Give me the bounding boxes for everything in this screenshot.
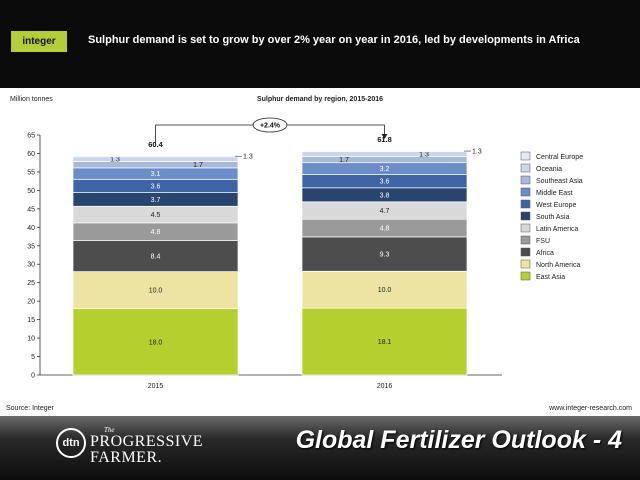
y-tick-label: 60 (27, 151, 35, 158)
legend-swatch (520, 259, 531, 269)
growth-badge (252, 117, 288, 133)
legend-swatch (520, 151, 531, 161)
pf-logo-the: The (104, 426, 115, 434)
legend-swatch (520, 271, 531, 281)
data-label: 4.5 (151, 212, 161, 219)
data-label: 1.3 (243, 154, 253, 161)
bar-segment (301, 150, 468, 152)
y-tick-label: 0 (31, 373, 35, 380)
y-tick-label: 50 (27, 188, 35, 195)
slide-headline: Sulphur demand is set to grow by over 2%… (88, 34, 580, 46)
legend-swatch (520, 247, 531, 257)
bar-segment (301, 270, 468, 309)
bar-segment (72, 156, 239, 162)
pf-logo-word-1: PROGRESSIVE (90, 433, 204, 450)
y-tick-label: 65 (27, 133, 35, 140)
legend-label: North America (536, 262, 580, 269)
data-label: 9.3 (380, 252, 390, 259)
integer-logo: integer (11, 31, 67, 52)
legend-swatch (520, 223, 531, 233)
legend-label: Africa (536, 250, 554, 257)
data-label: 18.0 (149, 339, 163, 346)
data-label: 3.6 (380, 179, 390, 186)
website-link[interactable]: www.integer-research.com (549, 405, 632, 412)
legend-label: East Asia (536, 274, 565, 281)
data-label: 3.7 (151, 197, 161, 204)
legend-swatch (520, 211, 531, 221)
data-label: 1.3 (472, 149, 482, 156)
y-tick-label: 5 (31, 354, 35, 361)
legend-label: Latin America (536, 226, 579, 233)
chart-title: Sulphur demand by region, 2015-2016 (256, 96, 384, 103)
data-label: 1.3 (419, 152, 429, 159)
y-tick-label: 15 (27, 317, 35, 324)
dtn-logo: dtn (56, 428, 86, 458)
source-note: Source: Integer (6, 405, 54, 412)
data-label: 18.1 (378, 339, 392, 346)
bar-segment (72, 161, 239, 169)
x-tick-label: 2015 (148, 383, 164, 390)
bar-segment (301, 307, 468, 376)
bar-segment (301, 156, 468, 164)
y-tick-label: 55 (27, 169, 35, 176)
bar-segment (72, 271, 239, 309)
slide-banner-title: Global Fertilizer Outlook - 4 (295, 426, 622, 454)
pf-logo-word-2: FARMER. (90, 449, 163, 466)
legend-swatch (520, 235, 531, 245)
footer-bar (0, 416, 640, 480)
data-label: 8.4 (151, 254, 161, 261)
y-tick-label: 35 (27, 243, 35, 250)
legend-swatch (520, 175, 531, 185)
legend-swatch (520, 199, 531, 209)
legend-label: Central Europe (536, 154, 583, 161)
y-tick-label: 10 (27, 336, 35, 343)
total-label: 60.4 (148, 140, 163, 149)
data-label: 3.2 (380, 166, 390, 173)
y-tick-label: 40 (27, 225, 35, 232)
bar-segment (72, 308, 239, 376)
total-label: 61.8 (377, 135, 392, 144)
data-label: 3.6 (151, 183, 161, 190)
data-label: 3.8 (380, 192, 390, 199)
y-axis-unit-label: Million tonnes (10, 96, 53, 103)
bar-segment (72, 240, 239, 272)
data-label: 4.8 (380, 226, 390, 233)
y-tick-label: 20 (27, 299, 35, 306)
data-label: 1.7 (339, 157, 349, 164)
x-tick-label: 2016 (377, 383, 393, 390)
legend-label: Oceania (536, 166, 562, 173)
growth-label: +2.4% (260, 123, 281, 130)
legend-swatch (520, 187, 531, 197)
data-label: 10.0 (378, 287, 392, 294)
progressive-farmer-logo: The PROGRESSIVE FARMER. (90, 427, 203, 466)
legend-label: Southeast Asia (536, 178, 583, 185)
data-label: 3.1 (151, 171, 161, 178)
data-label: 1.7 (193, 162, 203, 169)
legend-label: Middle East (536, 190, 573, 197)
data-label: 10.0 (149, 288, 163, 295)
bar-segment (72, 155, 239, 158)
header-bar (0, 0, 640, 88)
data-label: 4.8 (151, 229, 161, 236)
y-tick-label: 25 (27, 280, 35, 287)
legend-swatch (520, 163, 531, 173)
y-tick-label: 45 (27, 206, 35, 213)
y-tick-label: 30 (27, 262, 35, 269)
legend-label: FSU (536, 238, 550, 245)
growth-arrowhead (381, 134, 388, 139)
legend-label: South Asia (536, 214, 570, 221)
stacked-bar-chart: 0 5 10 15 20 25 30 35 40 45 50 55 60 65 18.0 10.0 8.4 4.8… (27, 117, 583, 390)
bar-segment (301, 236, 468, 272)
legend-label: West Europe (536, 202, 576, 209)
data-label: 1.3 (110, 157, 120, 164)
data-label: 4.7 (380, 208, 390, 215)
bar-segment (301, 151, 468, 157)
